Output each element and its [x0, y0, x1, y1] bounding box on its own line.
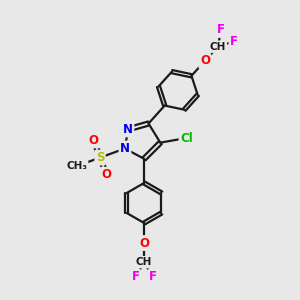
Text: O: O: [200, 54, 210, 68]
Text: O: O: [101, 168, 111, 181]
Text: F: F: [230, 35, 238, 48]
Text: O: O: [139, 236, 149, 250]
Text: F: F: [132, 271, 140, 284]
Text: CH: CH: [136, 257, 152, 267]
Text: F: F: [217, 23, 225, 37]
Text: O: O: [89, 134, 99, 147]
Text: N: N: [123, 123, 133, 136]
Text: S: S: [96, 151, 104, 164]
Text: Cl: Cl: [180, 131, 193, 145]
Text: N: N: [120, 142, 130, 155]
Text: CH₃: CH₃: [66, 161, 87, 171]
Text: CH: CH: [209, 42, 226, 52]
Text: F: F: [149, 271, 157, 284]
